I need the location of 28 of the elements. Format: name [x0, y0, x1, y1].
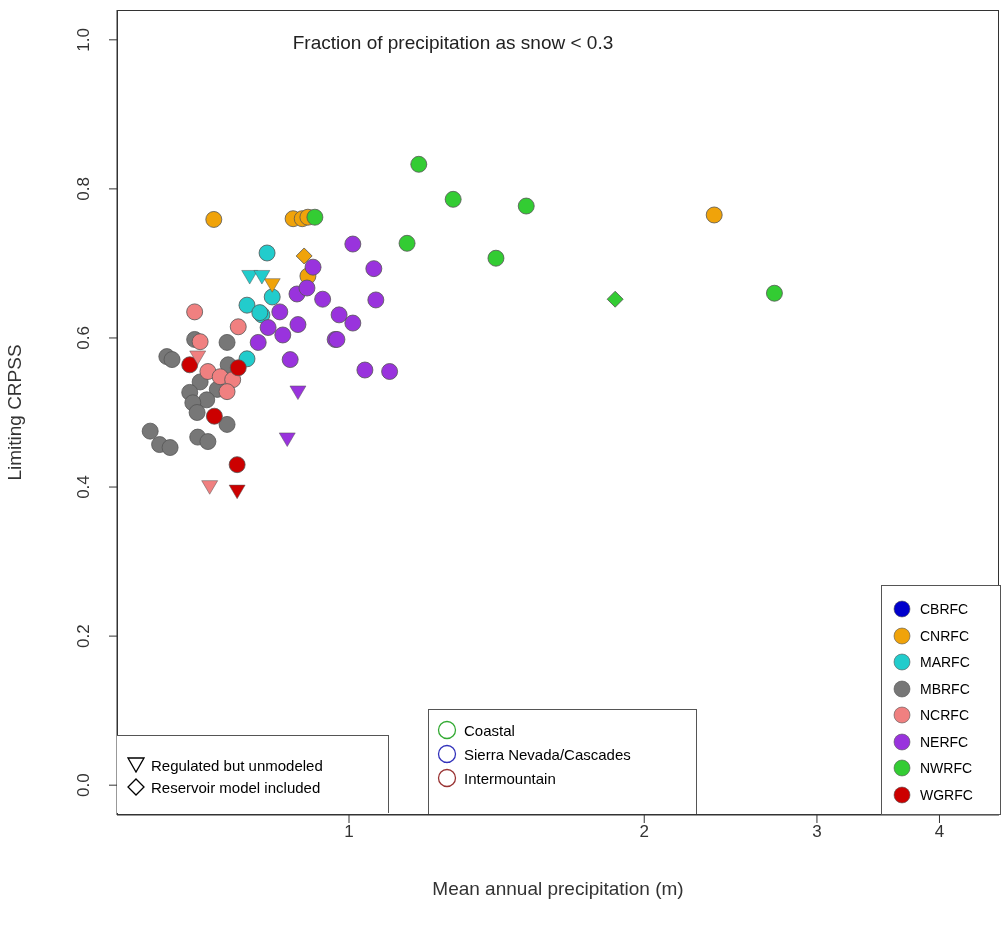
y-tick-label: 0.8 — [74, 177, 93, 201]
annotation: Sierra Nevada/Cascades — [464, 745, 631, 763]
y-tick-label: 1.0 — [74, 27, 93, 52]
legend-label: WGRFC — [920, 786, 973, 803]
region-key-box: Coastal Sierra Nevada/Cascades Intermountain — [428, 709, 697, 814]
annotation: Regulated but unmodeled — [151, 756, 323, 774]
x-axis-title: Mean annual precipitation (m) — [432, 878, 684, 899]
symbol-key-box: Regulated but unmodeled Reservoir model included — [117, 735, 389, 813]
x-tick-label: 1 — [344, 822, 354, 842]
y-tick-label: 0.0 — [74, 773, 93, 798]
x-tick-label: 2 — [639, 822, 649, 842]
text: Fraction of precipitation as snow < 0.3 — [291, 32, 615, 54]
annotation: Coastal — [464, 721, 515, 739]
x-tick-label: 3 — [812, 822, 822, 842]
y-tick-label: 0.4 — [74, 475, 93, 499]
legend-label: NERFC — [920, 733, 969, 750]
y-tick-label: 0.6 — [74, 326, 93, 350]
legend-label: CBRFC — [920, 601, 969, 618]
y-tick-label: 0.2 — [74, 624, 93, 648]
legend-label: NCRFC — [920, 707, 969, 724]
legend-label: MBRFC — [920, 680, 970, 697]
annotation: Intermountain — [464, 769, 556, 787]
legend-label: CNRFC — [920, 627, 969, 644]
legend-label: NWRFC — [920, 760, 973, 777]
x-tick-label: 4 — [934, 822, 945, 842]
y-axis-title: Limiting CRPSS — [3, 344, 25, 481]
legend-label: MARFC — [920, 654, 970, 671]
annotation: Reservoir model included — [151, 778, 321, 796]
